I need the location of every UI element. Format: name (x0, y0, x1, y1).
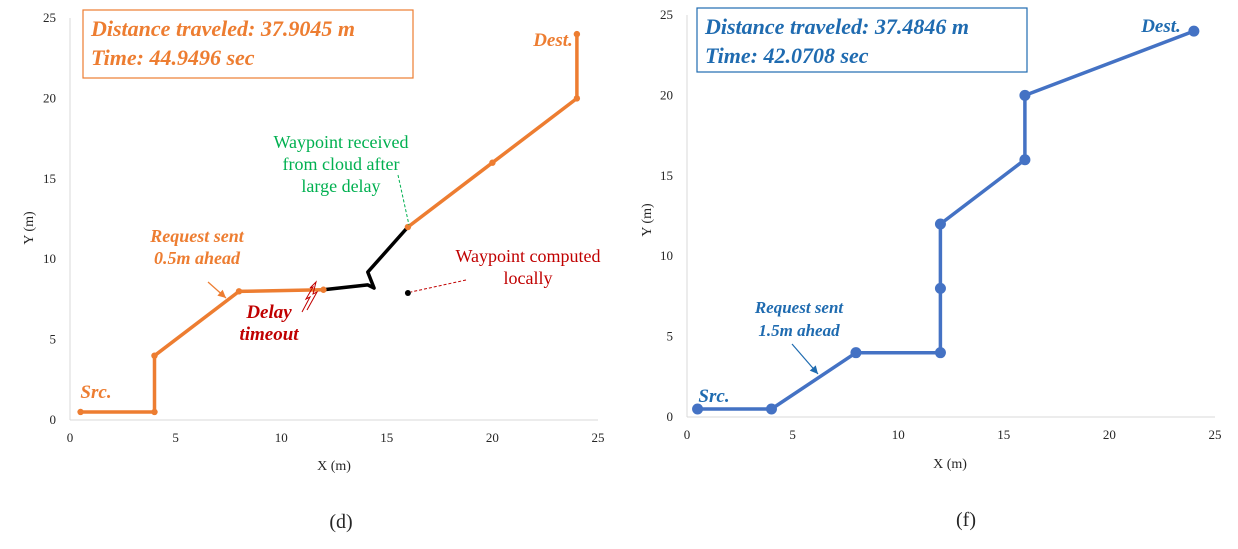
x-tick-label: 20 (1103, 427, 1116, 442)
data-point (489, 159, 496, 166)
annotation: Dest. (1140, 16, 1181, 37)
y-tick-label: 25 (660, 7, 673, 22)
data-point (235, 288, 243, 295)
x-axis-label: X (m) (317, 459, 351, 474)
x-tick-label: 0 (67, 430, 74, 445)
info-box (696, 7, 1028, 73)
panel-caption: (f) (956, 509, 976, 531)
y-axis-label: Y (m) (640, 203, 655, 237)
annotation: Delay timeout (239, 302, 299, 345)
annotation-line: Delay (245, 302, 292, 323)
annotation-line: Src. (80, 382, 111, 403)
y-tick-label: 10 (43, 251, 56, 266)
distance-traveled-text: Distance traveled: 37.9045 m (90, 16, 355, 41)
data-point (151, 408, 158, 416)
annotation-line: 0.5m ahead (154, 248, 241, 268)
x-tick-label: 0 (684, 427, 691, 442)
y-tick-label: 20 (43, 90, 56, 105)
x-tick-label: 10 (275, 430, 288, 445)
annotation-line: Waypoint received (274, 132, 409, 152)
panel-caption: (d) (329, 511, 352, 533)
time-text: Time: 42.0708 sec (705, 43, 869, 68)
data-point (934, 218, 946, 230)
annotation-line: timeout (239, 324, 299, 345)
data-point (151, 352, 158, 359)
x-tick-label: 25 (1209, 427, 1222, 442)
annotation: Src. (80, 382, 111, 403)
annotation-leader (397, 174, 410, 226)
annotation: Waypoint computed locally (455, 246, 600, 288)
computed-waypoint-point (404, 289, 411, 296)
data-point (1019, 154, 1031, 166)
annotation-line: Request sent (149, 226, 245, 246)
data-point (1019, 89, 1031, 101)
x-tick-label: 25 (592, 430, 605, 445)
annotation-line: from cloud after (283, 154, 400, 174)
y-tick-label: 20 (660, 87, 673, 102)
data-point (320, 286, 327, 293)
arrow-head (809, 365, 818, 374)
annotation: Request sent 1.5m ahead (754, 298, 845, 340)
data-point (573, 95, 581, 102)
x-tick-label: 5 (789, 427, 796, 442)
y-tick-label: 5 (667, 329, 674, 344)
annotation-line: Dest. (532, 30, 573, 51)
y-axis-label: Y (m) (22, 211, 37, 245)
annotation-line: Request sent (754, 298, 845, 317)
data-point (77, 408, 84, 416)
y-tick-label: 15 (43, 171, 56, 186)
data-point (692, 403, 704, 415)
y-tick-label: 25 (43, 10, 56, 25)
annotation-line: Dest. (1140, 16, 1181, 37)
annotation-line: large delay (301, 176, 380, 196)
chart-panel-f: 0 5 10 15 20 25 0 5 10 15 20 25 X (m) Y (m) Distance t… (640, 7, 1222, 531)
x-axis-label: X (m) (933, 457, 967, 472)
data-point (573, 30, 581, 38)
info-box (82, 9, 414, 79)
annotation: Dest. (532, 30, 573, 51)
data-point (404, 223, 412, 231)
x-tick-label: 5 (172, 430, 179, 445)
data-point (934, 347, 946, 359)
series-line-2 (406, 32, 579, 229)
y-tick-label: 15 (660, 168, 673, 183)
arrow-head (217, 289, 226, 298)
y-tick-label: 10 (660, 248, 673, 263)
y-tick-label: 0 (50, 412, 57, 427)
x-tick-label: 20 (486, 430, 499, 445)
annotation: Request sent 0.5m ahead (149, 226, 245, 268)
x-tick-label: 15 (380, 430, 393, 445)
annotation-line: Src. (698, 386, 729, 407)
annotation: Src. (698, 386, 729, 407)
time-text: Time: 44.9496 sec (91, 45, 255, 70)
x-tick-label: 15 (997, 427, 1010, 442)
data-point (1188, 25, 1200, 37)
annotation-leader (410, 279, 467, 293)
annotation-line: locally (504, 268, 553, 288)
x-tick-label: 10 (892, 427, 905, 442)
annotation-line: Waypoint computed (455, 246, 600, 266)
chart-panel-d: 0 5 10 15 20 25 0 5 10 15 20 25 X (m) Y (m) Distance t… (22, 9, 605, 533)
y-tick-label: 5 (50, 332, 57, 347)
y-tick-label: 0 (667, 409, 674, 424)
distance-traveled-text: Distance traveled: 37.4846 m (704, 14, 969, 39)
annotation-line: 1.5m ahead (758, 321, 840, 340)
data-point (765, 403, 777, 415)
data-point (934, 282, 946, 294)
series-line-1 (321, 225, 410, 292)
annotation: Waypoint received from cloud after large d… (274, 132, 409, 196)
delay-lightning-icon (301, 280, 319, 313)
data-point (850, 347, 862, 359)
